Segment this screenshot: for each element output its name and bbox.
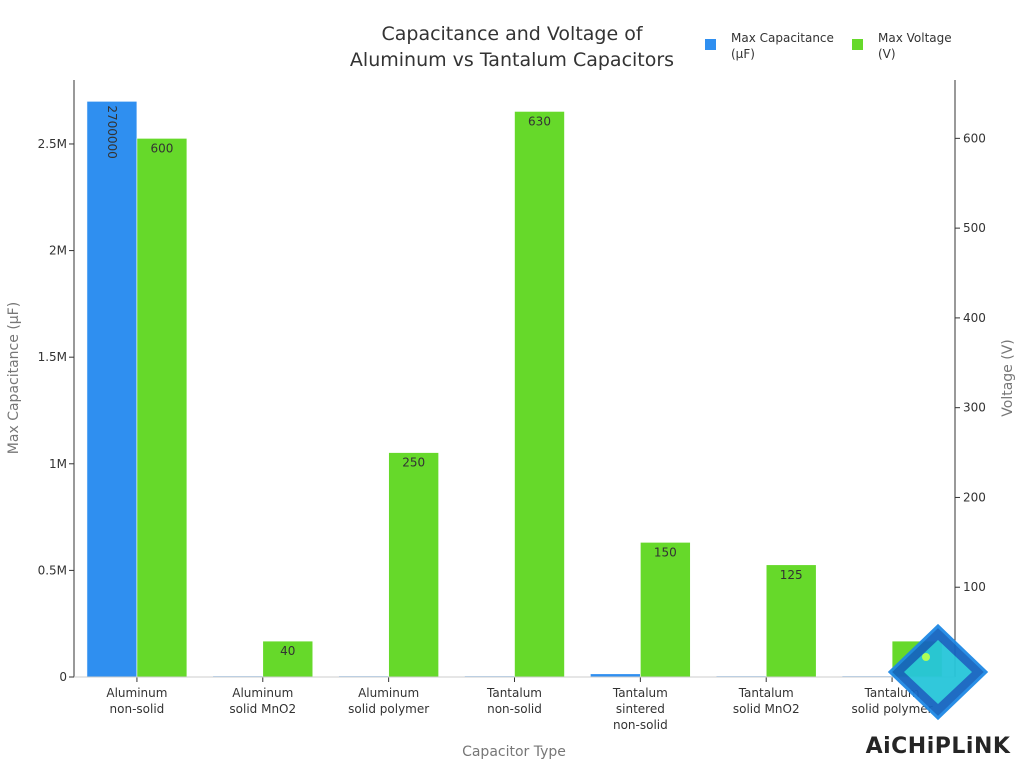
y-right-tick-label-5: 600 bbox=[963, 131, 986, 145]
y-right-tick-label-0: 100 bbox=[963, 580, 986, 594]
x-tick-label-5-0: Tantalum bbox=[738, 686, 794, 700]
chart-title-line-2: Aluminum vs Tantalum Capacitors bbox=[350, 49, 674, 71]
x-tick-label-4-1: sintered bbox=[616, 702, 665, 716]
x-tick-label-4-0: Tantalum bbox=[612, 686, 668, 700]
x-tick-label-3-1: non-solid bbox=[487, 702, 542, 716]
logo-node-icon bbox=[922, 653, 930, 661]
y-axis-left-label: Max Capacitance (µF) bbox=[6, 302, 22, 454]
legend-label-capacitance-line-2: (µF) bbox=[731, 47, 755, 61]
y-left-tick-label-2: 1M bbox=[49, 457, 67, 471]
x-tick-label-2-1: solid polymer bbox=[348, 702, 429, 716]
x-tick-label-1-1: solid MnO2 bbox=[229, 702, 296, 716]
x-tick-label-4-2: non-solid bbox=[613, 718, 668, 732]
x-tick-label-1-0: Aluminum bbox=[232, 686, 293, 700]
plot-area: 0 0.5M 1M 1.5M 2M 2.5M 100 200 300 400 500 600 27000… bbox=[38, 80, 986, 732]
x-tick-label-6-0: Tantalum bbox=[864, 686, 920, 700]
bar-capacitance-0 bbox=[86, 101, 138, 678]
x-tick-label-0-0: Aluminum bbox=[106, 686, 167, 700]
data-label-voltage-1: 40 bbox=[280, 644, 295, 658]
bar-voltage-2 bbox=[388, 452, 439, 678]
legend: Max Capacitance (µF) Max Voltage (V) bbox=[705, 31, 952, 61]
x-tick-label-3-0: Tantalum bbox=[486, 686, 542, 700]
data-label-voltage-5: 125 bbox=[780, 568, 803, 582]
watermark-text: AiCHiPLiNK bbox=[866, 734, 1011, 759]
data-label-voltage-2: 250 bbox=[402, 456, 425, 470]
y-left-tick-label-5: 2.5M bbox=[38, 137, 67, 151]
y-right-tick-label-4: 500 bbox=[963, 221, 986, 235]
bar-voltage-5 bbox=[765, 564, 817, 678]
y-right-tick-label-3: 400 bbox=[963, 311, 986, 325]
legend-swatch-capacitance bbox=[705, 39, 716, 50]
x-tick-label-5-1: solid MnO2 bbox=[733, 702, 800, 716]
y-right-tick-label-1: 200 bbox=[963, 490, 986, 504]
y-left-tick-label-1: 0.5M bbox=[38, 563, 67, 577]
x-tick-label-2-0: Aluminum bbox=[358, 686, 419, 700]
legend-swatch-voltage bbox=[852, 39, 863, 50]
y-left-tick-label-3: 1.5M bbox=[38, 350, 67, 364]
y-right-tick-label-2: 300 bbox=[963, 401, 986, 415]
legend-label-voltage-line-2: (V) bbox=[878, 47, 896, 61]
y-left-tick-label-0: 0 bbox=[59, 670, 67, 684]
legend-label-voltage-line-1: Max Voltage bbox=[878, 31, 952, 45]
y-left-tick-label-4: 2M bbox=[49, 244, 67, 258]
y-axis-right-label: Voltage (V) bbox=[1000, 339, 1016, 416]
data-label-capacitance-0: 2700000 bbox=[105, 105, 119, 158]
x-tick-label-0-1: non-solid bbox=[110, 702, 165, 716]
data-label-voltage-4: 150 bbox=[654, 545, 677, 559]
bar-voltage-3 bbox=[514, 111, 565, 678]
bar-voltage-0 bbox=[136, 138, 188, 678]
logo-inner-icon bbox=[904, 640, 972, 704]
bar-voltage-1 bbox=[262, 640, 314, 678]
chart-title-line-1: Capacitance and Voltage of bbox=[381, 23, 643, 45]
watermark-logo: AiCHiPLiNK bbox=[866, 623, 1011, 759]
bar-voltage-4 bbox=[640, 542, 691, 678]
data-label-voltage-3: 630 bbox=[528, 114, 551, 128]
data-label-voltage-0: 600 bbox=[150, 141, 173, 155]
x-axis-label: Capacitor Type bbox=[462, 744, 566, 760]
x-tick-label-6-1: solid polymer bbox=[852, 702, 933, 716]
legend-label-capacitance-line-1: Max Capacitance bbox=[731, 31, 834, 45]
